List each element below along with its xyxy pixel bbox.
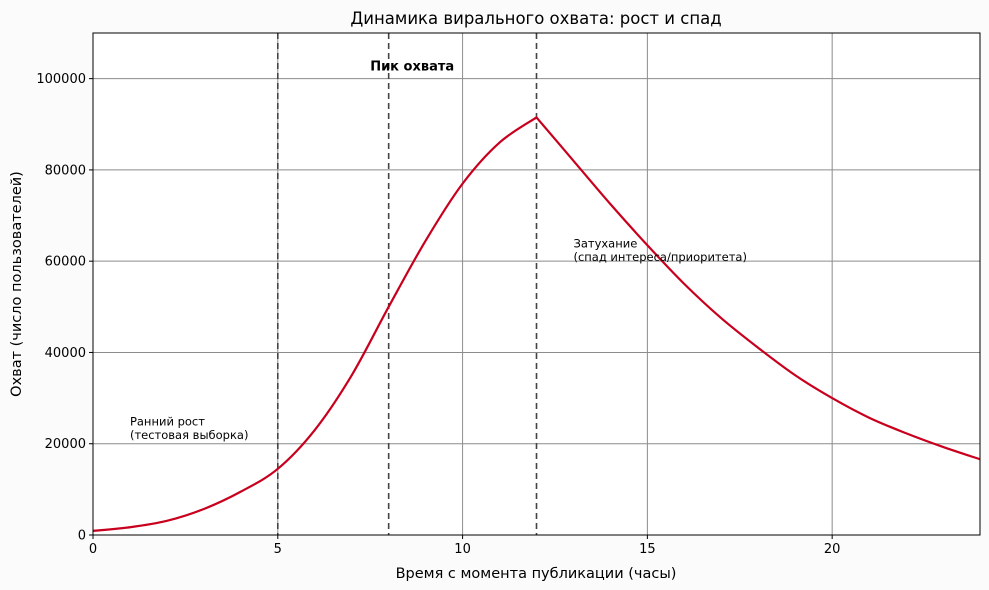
x-tick-label: 10 (454, 542, 471, 557)
plot-frame (92, 32, 981, 536)
x-axis-label: Время с момента публикации (часы) (396, 566, 677, 582)
y-axis-label: Охват (число пользователей) (9, 171, 25, 397)
y-tick-label: 60000 (45, 255, 86, 270)
series-layer (92, 116, 981, 532)
y-tick-label: 0 (78, 529, 86, 544)
y-tick-label: 80000 (45, 163, 86, 178)
x-tick-label: 15 (639, 542, 656, 557)
annotation-label: (тестовая выборка) (130, 428, 248, 442)
annotation-label: Пик охвата (370, 59, 454, 74)
x-tick-label: 5 (274, 542, 282, 557)
reach-series-line (92, 116, 981, 532)
annotations: Ранний рост(тестовая выборка) Пик охвата З… (130, 59, 747, 442)
y-tick-label: 100000 (36, 72, 86, 87)
x-tick-label: 0 (89, 542, 97, 557)
x-tick-label: 20 (824, 542, 841, 557)
axis-ticks: 0 5 10 15 20 0 20000 40000 60000 80000 100000 (36, 72, 840, 557)
annotation-label: Ранний рост (130, 414, 205, 428)
y-tick-label: 40000 (45, 346, 86, 361)
annotation-label: Затухание (573, 236, 637, 250)
annotation-label: (спад интереса/приоритета) (573, 250, 746, 264)
chart-title: Динамика вирального охвата: рост и спад (350, 9, 721, 28)
y-tick-label: 20000 (45, 437, 86, 452)
